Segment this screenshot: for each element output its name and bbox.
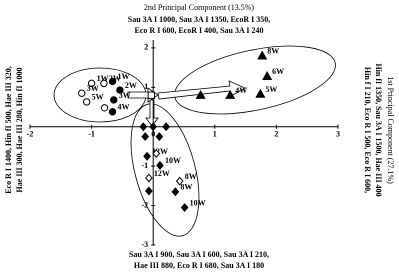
point-label: 10W	[190, 198, 206, 207]
point	[155, 132, 164, 142]
point	[257, 50, 268, 60]
point	[147, 91, 156, 99]
x-tick-label: -1	[88, 130, 95, 139]
point	[145, 173, 153, 183]
cluster-outline	[130, 103, 200, 237]
point	[255, 88, 266, 98]
point	[156, 160, 164, 170]
left-line: Hae III 300, Hae III 280, Hin fI 1000	[15, 68, 24, 193]
x-tick-label: 2	[274, 130, 278, 139]
point	[108, 77, 117, 86]
point-label: 5W	[265, 85, 277, 94]
point-label: 1W	[118, 72, 130, 81]
point	[110, 96, 118, 104]
point-label: 4W	[235, 86, 247, 95]
top-line: Sau 3A I 1000, Sau 3A I 1350, EcoR I 350…	[128, 15, 270, 24]
bottom-line: Sau 3A I 900, Sau 3A I 600, Sau 3A I 210…	[129, 250, 269, 259]
point-label: 12W	[154, 169, 170, 178]
point	[100, 79, 108, 88]
y-tick-label: -3	[142, 240, 149, 249]
point	[116, 86, 124, 94]
point-label: 8W	[267, 47, 279, 56]
point-label: 12W	[152, 147, 168, 156]
y-tick-label: 1	[144, 82, 148, 91]
y-tick-label: -2	[142, 200, 149, 209]
point-label: 10W	[165, 156, 181, 165]
point	[195, 89, 206, 99]
point-label: 2W	[125, 81, 137, 90]
x-tick-label: 3	[336, 130, 340, 139]
x-tick-label: 1	[213, 130, 217, 139]
point	[262, 71, 273, 80]
point-label: 3W	[119, 91, 131, 100]
point-label: 6W	[272, 67, 284, 76]
top-line: Eco R I 600, EcoR I 400, Sau 3A I 240	[135, 26, 264, 35]
point	[139, 122, 148, 132]
right-line: Hin f I 210, Eco R I 500, Eco R I 600,	[363, 67, 372, 193]
point	[180, 203, 189, 213]
point	[171, 187, 180, 197]
point	[152, 149, 161, 159]
point	[78, 89, 86, 97]
point-label: 4W	[118, 103, 130, 112]
point	[175, 176, 184, 186]
cluster-outline	[174, 45, 336, 115]
point	[225, 89, 236, 99]
x-axis-title: 1st Principal Component (27.1%)	[386, 76, 395, 184]
point	[143, 151, 151, 161]
point	[162, 122, 170, 132]
point	[141, 132, 150, 142]
point-label: 8W	[185, 172, 197, 181]
point	[145, 186, 153, 196]
y-tick-label: -1	[142, 161, 149, 170]
point	[82, 98, 91, 106]
chart-title: 2nd Principal Component (13.5%)	[144, 3, 255, 12]
point-label: 8W	[180, 183, 192, 192]
bottom-line: Hae III 880, Eco R I 680, Sau 3A I 180	[134, 261, 264, 270]
x-tick-label: 0	[151, 130, 155, 139]
x-tick-label: -2	[27, 130, 34, 139]
left-line: Eco R I 1400, Hin fI 500, Hae III 320,	[4, 66, 13, 194]
y-tick-label: 2	[144, 43, 148, 52]
point	[100, 104, 109, 112]
arrow	[157, 80, 246, 100]
point-label: 5W	[92, 93, 104, 102]
point	[87, 79, 96, 88]
point	[149, 122, 158, 132]
point	[108, 108, 117, 116]
point-label: 1W	[97, 74, 109, 83]
right-line: Hin fI 1350, Sau 3A I 1500, Hae III 400	[374, 63, 383, 196]
point-label: 3W	[87, 84, 99, 93]
arrow	[145, 99, 159, 127]
